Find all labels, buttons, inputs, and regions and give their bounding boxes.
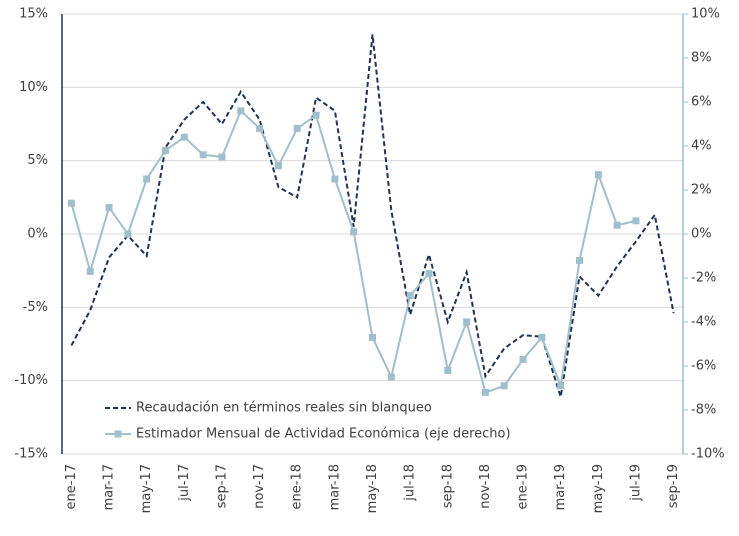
series-marker [444,366,452,374]
y-tick-label: 10% [19,80,48,95]
legend-label: Recaudación en términos reales sin blanq… [136,401,432,416]
x-tick-label: sep-18 [440,464,455,508]
series-line [70,34,675,398]
x-tick-label: jul-18 [403,464,418,502]
y2-tick-label: -2% [691,271,716,286]
series-marker [387,373,395,381]
y-tick-label: 0% [27,227,48,242]
y2-tick-label: 10% [691,7,720,22]
x-tick-label: nov-18 [478,464,493,509]
series-marker [594,171,602,179]
y2-tick-label: -4% [691,315,716,330]
y2-tick-label: -10% [691,447,725,462]
series-marker [124,230,132,238]
y2-tick-label: -8% [691,403,716,418]
y-tick-label: -15% [14,447,48,462]
x-tick-label: sep-19 [666,464,681,508]
x-tick-label: ene-19 [516,464,531,509]
series-marker [312,111,320,119]
x-tick-label: mar-17 [102,464,117,510]
series-marker [218,153,226,161]
y2-tick-label: -6% [691,359,716,374]
y-tick-label: -5% [23,300,48,315]
series-marker [162,146,169,154]
x-tick-label: mar-19 [553,464,568,510]
y2-tick-label: 4% [691,139,712,154]
series-marker [406,292,414,300]
x-tick-label: may-18 [365,464,380,513]
y-tick-label: 15% [19,7,48,22]
series-marker [86,267,94,275]
x-tick-label: may-17 [139,464,154,513]
legend-marker [114,430,122,438]
series-marker [463,318,471,326]
series-marker [237,107,245,115]
y-tick-label: 5% [27,153,48,168]
y2-tick-label: 2% [691,183,712,198]
series-line [70,109,637,394]
series-marker [199,151,207,159]
series-marker [274,162,282,170]
legend-label: Estimador Mensual de Actividad Económica… [136,427,511,442]
series-marker [256,124,264,132]
x-tick-label: may-19 [591,464,606,513]
series-marker [67,199,75,207]
series-marker [519,355,527,363]
y2-tick-label: 6% [691,95,712,110]
y2-tick-label: 8% [691,51,712,66]
series-marker [500,382,508,390]
series-marker [425,270,433,278]
x-tick-label: ene-17 [64,464,79,509]
y-tick-label: -10% [14,373,48,388]
series-marker [293,124,301,132]
x-tick-label: mar-18 [327,464,342,510]
series-marker [613,221,621,229]
series-marker [369,333,376,341]
series-marker [350,228,358,236]
series-marker [632,217,640,225]
series-marker [557,382,565,390]
series-marker [538,333,546,341]
x-tick-label: jul-19 [628,464,643,502]
series-marker [143,175,151,183]
series-marker [105,204,113,212]
series-marker [576,256,583,264]
x-tick-label: jul-17 [177,464,192,502]
series-marker [331,175,339,183]
series-marker [481,388,489,396]
x-tick-label: sep-17 [214,464,229,508]
x-tick-label: nov-17 [252,464,267,509]
y2-tick-label: 0% [691,227,712,242]
series-marker [180,133,188,141]
x-tick-label: ene-18 [290,464,305,509]
